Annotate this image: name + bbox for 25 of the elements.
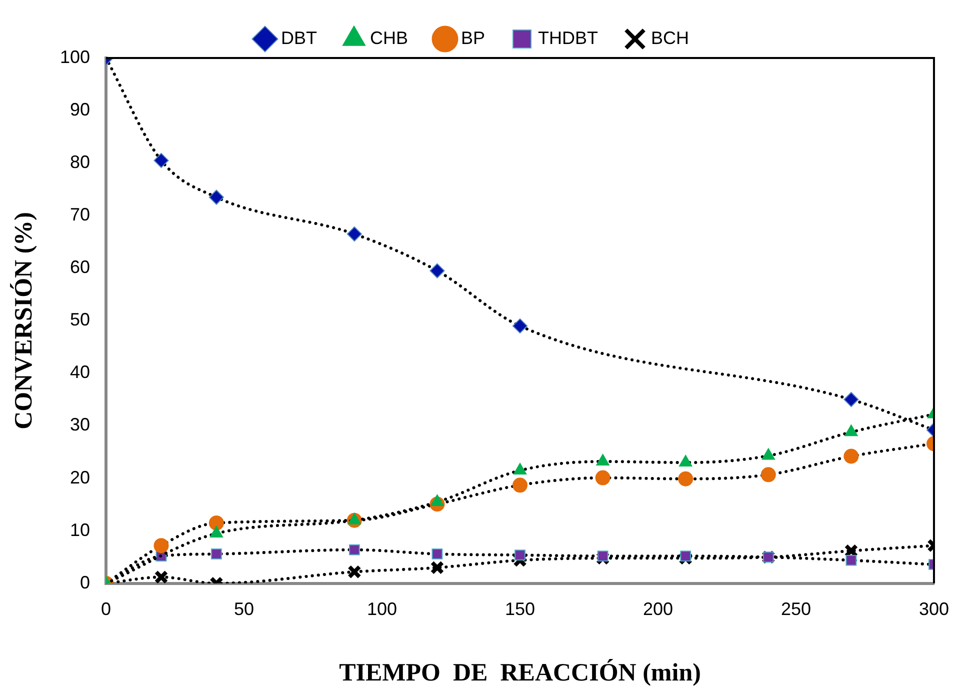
y-tick-label: 60: [70, 257, 90, 278]
y-tick-label: 30: [70, 414, 90, 435]
y-tick-label: 80: [70, 152, 90, 172]
legend-label: DBT: [280, 28, 317, 48]
x-axis-title: TIEMPO DE REACCIÓN (min): [339, 658, 701, 686]
legend-label: THDBT: [538, 28, 598, 48]
y-tick-label: 10: [70, 520, 90, 540]
x-tick-label: 300: [918, 599, 950, 620]
x-tick-label: 250: [780, 599, 812, 620]
legend-label: BCH: [651, 28, 690, 48]
y-tick-label: 20: [70, 467, 90, 488]
x-tick-label: 100: [366, 599, 398, 620]
y-tick-label: 0: [80, 572, 90, 592]
legend-label: BP: [460, 28, 486, 48]
x-tick-label: 50: [234, 599, 254, 620]
legend-label: CHB: [370, 28, 408, 48]
x-tick-label: 150: [504, 599, 536, 620]
y-tick-label: 70: [70, 204, 90, 225]
y-tick-label: 50: [70, 310, 90, 330]
y-tick-label: 90: [70, 100, 90, 120]
y-tick-label: 40: [70, 362, 90, 382]
x-tick-label: 200: [642, 599, 674, 620]
x-tick-label: 0: [101, 599, 112, 620]
y-axis-title: CONVERSIÓN (%): [9, 212, 38, 430]
y-tick-label: 100: [60, 46, 90, 67]
